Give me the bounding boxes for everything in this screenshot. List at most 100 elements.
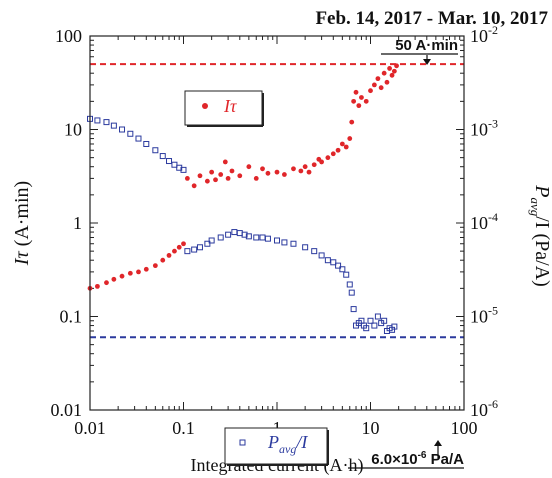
itau-point [246, 164, 252, 170]
itau-point [391, 68, 397, 74]
x-tick-label: 0.1 [172, 418, 195, 438]
itau-point [274, 169, 280, 175]
itau-point [253, 175, 259, 181]
itau-point [319, 159, 325, 165]
pavg-point [110, 122, 117, 129]
y-right-tick-label: 10-3 [470, 117, 498, 140]
y-right-axis-label: Pavg/I (Pa/A) [528, 184, 552, 287]
y-right-tick-base: 10 [470, 213, 488, 233]
pavg-point [253, 234, 260, 241]
y-right-tick-label: 10-5 [470, 304, 498, 327]
itau-point [204, 178, 210, 184]
itau-point [160, 257, 166, 263]
itau-point [347, 136, 353, 141]
y-right-label-p: P [531, 184, 552, 197]
legend-pavg-marker [239, 439, 246, 446]
legend-pavg: Pavg/I [224, 427, 329, 466]
legend-itau-box [184, 90, 263, 126]
pavg-point [350, 306, 357, 313]
itau-point [368, 88, 373, 94]
itau-point [111, 276, 117, 282]
legend-pavg-label-rest: /I [295, 432, 308, 452]
annotation-6e-6-exp: -6 [418, 450, 427, 461]
pavg-point [281, 239, 288, 246]
itau-point [325, 155, 331, 161]
itau-point [229, 168, 235, 174]
y-left-tick-label: 1 [73, 213, 82, 233]
pavg-point [391, 323, 398, 330]
legend-itau-label-i: I [223, 96, 231, 116]
y-left-tick-labels: 0.01 0.1 1 10 100 [51, 26, 83, 420]
pavg-point [217, 234, 224, 241]
y-right-tick-labels: 10-610-510-410-310-2 [470, 23, 498, 420]
pavg-point [367, 317, 374, 324]
legend-itau: Iτ [184, 90, 264, 127]
x-tick-label: 0.01 [74, 418, 106, 438]
itau-point [265, 170, 271, 176]
y-right-tick-base: 10 [470, 26, 488, 46]
itau-point [371, 82, 377, 88]
annotation-50-amin-arrow-head [423, 59, 431, 65]
itau-point [222, 159, 228, 165]
itau-point [95, 283, 100, 289]
itau-point [359, 95, 364, 100]
pavg-point [348, 289, 355, 296]
y-right-label-sub: avg [528, 197, 543, 216]
y-left-label-unit: (A·min) [11, 181, 33, 252]
itau-point [127, 270, 133, 276]
pavg-point [236, 230, 243, 237]
itau-point [351, 98, 357, 104]
y-left-label-tau: τ [11, 251, 33, 259]
itau-point [172, 248, 177, 254]
pavg-point [371, 322, 378, 329]
pavg-point [346, 281, 353, 288]
y-right-tick-base: 10 [470, 400, 488, 420]
reference-lines [90, 63, 464, 339]
y-right-tick-exponent: -6 [488, 397, 498, 411]
itau-point [260, 166, 265, 172]
x-tick-label: 10 [362, 418, 380, 438]
itau-point [104, 280, 109, 286]
pavg-point [103, 119, 110, 126]
pavg-point [324, 257, 331, 264]
pavg-point [184, 248, 191, 255]
itau-point [387, 66, 392, 71]
itau-point [225, 175, 231, 181]
pavg-point [204, 240, 211, 247]
legend-pavg-box [224, 427, 328, 465]
pavg-point [343, 271, 350, 278]
pavg-point [318, 252, 325, 259]
itau-point [394, 63, 399, 69]
pavg-point [225, 231, 232, 238]
itau-point [375, 76, 381, 82]
pavg-point [274, 237, 280, 244]
y-right-tick-exponent: -4 [488, 210, 498, 224]
itau-point [298, 168, 304, 174]
pavg-point [241, 231, 248, 238]
itau-point [282, 172, 287, 177]
pavg-point [335, 262, 342, 269]
annotation-6e-6-label: 6.0×10-6 Pa/A [371, 450, 464, 468]
itau-point [384, 79, 390, 85]
itau-point [353, 89, 359, 95]
itau-point [218, 172, 224, 177]
legend-pavg-label-p: P [267, 432, 279, 452]
annotation-6e-6-arrow-head [434, 440, 442, 446]
pavg-point [339, 266, 346, 273]
y-right-tick-exponent: -2 [488, 23, 498, 37]
pavg-point [159, 153, 166, 160]
itau-point [197, 173, 203, 179]
itau-point [176, 244, 182, 250]
pavg-point [259, 234, 266, 241]
y-right-tick-base: 10 [470, 307, 488, 327]
annotation-6e-6-unit: Pa/A [426, 451, 464, 468]
legend-itau-label: Iτ [223, 96, 237, 116]
itau-point [389, 72, 395, 78]
y-right-tick-label: 10-4 [470, 210, 498, 233]
annotation-6e-6-paa: 6.0×10-6 Pa/A [348, 440, 464, 469]
y-left-tick-label: 0.1 [60, 307, 83, 327]
itau-point [356, 103, 362, 109]
pavg-point [302, 244, 309, 251]
pavg-point [208, 237, 215, 244]
